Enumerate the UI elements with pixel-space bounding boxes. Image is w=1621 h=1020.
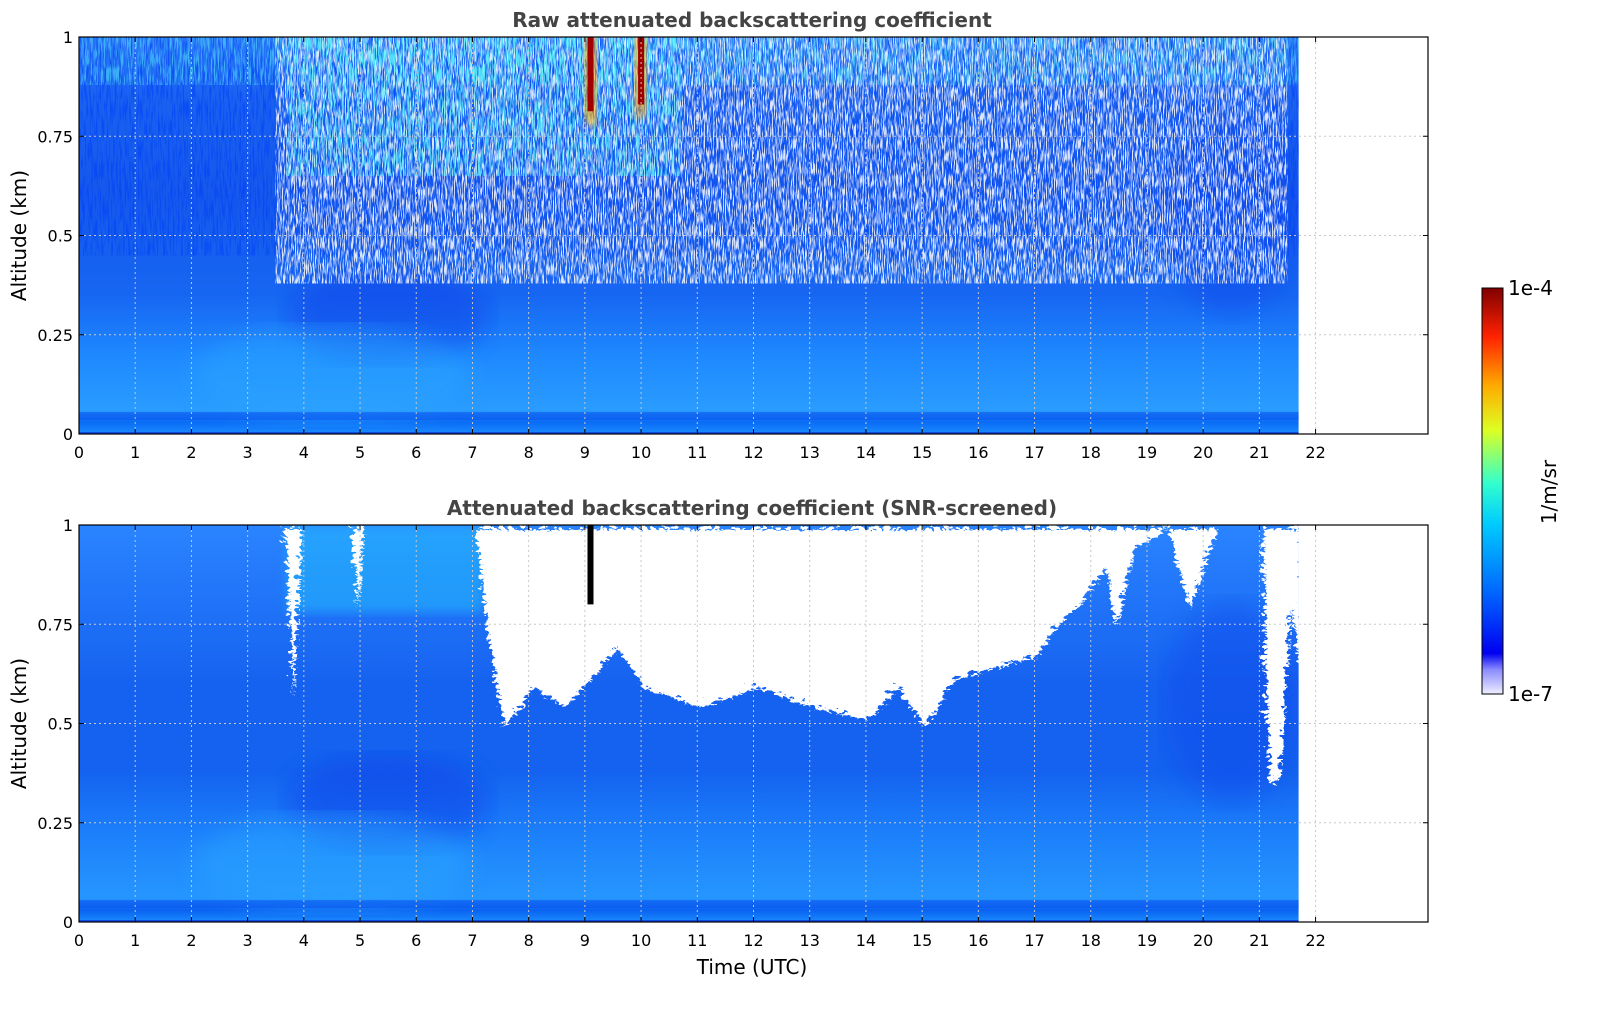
gridlines: [78, 524, 1428, 923]
x-tick-label: 0: [74, 443, 84, 462]
x-tick-label: 7: [467, 443, 477, 462]
x-tick-label: 2: [186, 443, 196, 462]
y-axis-label: Altitude (km): [7, 658, 31, 789]
x-tick-label: 3: [243, 931, 253, 950]
y-tick-label: 0.75: [37, 615, 73, 634]
x-tick-label: 6: [411, 931, 421, 950]
x-tick-label: 10: [631, 443, 651, 462]
x-tick-label: 15: [912, 443, 932, 462]
x-tick-label: 9: [580, 931, 590, 950]
x-tick-label: 4: [299, 931, 309, 950]
y-tick-label: 0: [63, 425, 73, 444]
y-tick-label: 0: [63, 913, 73, 932]
x-tick-label: 11: [687, 443, 707, 462]
x-axis-label: Time (UTC): [696, 955, 808, 979]
x-tick-label: 20: [1193, 931, 1213, 950]
x-tick-label: 0: [74, 931, 84, 950]
x-tick-label: 9: [580, 443, 590, 462]
colorbar-unit-label: 1/m/sr: [1537, 459, 1561, 524]
heatmap-light-layer: [191, 814, 473, 911]
x-tick-label: 19: [1137, 443, 1157, 462]
heatmap-field: [79, 37, 1299, 434]
y-tick-label: 0.25: [37, 326, 73, 345]
y-tick-label: 1: [63, 28, 73, 47]
colorbar: 1e-4 1e-7 1/m/sr: [1481, 276, 1561, 706]
colorbar-min-label: 1e-7: [1508, 682, 1553, 706]
x-tick-label: 16: [968, 931, 988, 950]
y-tick-label: 0.75: [37, 127, 73, 146]
x-tick-label: 22: [1305, 931, 1325, 950]
x-tick-label: 18: [1081, 931, 1101, 950]
chart-panel-2: 0 1 2 3 4 5 6 7 8 9 10 11 12 13 14 15 16 17 18 19 20 21 2200.2…: [7, 496, 1429, 979]
y-tick-label: 0.5: [48, 227, 73, 246]
x-tick-label: 19: [1137, 931, 1157, 950]
x-tick-label: 21: [1249, 931, 1269, 950]
x-tick-label: 13: [800, 443, 820, 462]
x-tick-label: 1: [130, 443, 140, 462]
x-tick-label: 11: [687, 931, 707, 950]
x-tick-label: 12: [743, 443, 763, 462]
x-tick-label: 8: [524, 443, 534, 462]
x-tick-label: 1: [130, 931, 140, 950]
x-tick-label: 3: [243, 443, 253, 462]
x-tick-label: 5: [355, 443, 365, 462]
heatmap-ground: [79, 920, 1299, 922]
y-tick-label: 0.25: [37, 814, 73, 833]
colorbar-max-label: 1e-4: [1508, 276, 1553, 300]
x-tick-label: 4: [299, 443, 309, 462]
heatmap-surface-band: [79, 900, 1299, 909]
x-tick-label: 18: [1081, 443, 1101, 462]
cyan-aloft: [286, 525, 484, 613]
x-tick-label: 22: [1305, 443, 1325, 462]
x-tick-label: 12: [743, 931, 763, 950]
colorbar-gradient: [1481, 287, 1504, 695]
x-tick-label: 15: [912, 931, 932, 950]
heatmap-surface-band: [79, 412, 1299, 421]
x-tick-label: 14: [856, 443, 876, 462]
x-tick-label: 17: [1024, 443, 1044, 462]
feature-core-saturated: [587, 525, 594, 605]
heatmap-field: [79, 525, 1299, 922]
x-tick-label: 6: [411, 443, 421, 462]
gridlines: [78, 36, 1428, 435]
heatmap-ground: [79, 432, 1299, 434]
chart-title: Attenuated backscattering coefficient (S…: [447, 496, 1057, 520]
x-tick-label: 7: [467, 931, 477, 950]
x-tick-label: 5: [355, 931, 365, 950]
x-tick-label: 16: [968, 443, 988, 462]
chart-title: Raw attenuated backscattering coefficien…: [512, 8, 992, 32]
heatmap-light-layer: [191, 326, 473, 423]
x-tick-label: 10: [631, 931, 651, 950]
y-tick-label: 1: [63, 516, 73, 535]
x-tick-label: 20: [1193, 443, 1213, 462]
x-tick-label: 21: [1249, 443, 1269, 462]
feature-core: [638, 37, 645, 105]
noise-cyan-top: [79, 37, 1299, 85]
x-tick-label: 17: [1024, 931, 1044, 950]
screened-out-region: [281, 525, 1299, 783]
x-tick-label: 8: [524, 931, 534, 950]
y-tick-label: 0.5: [48, 715, 73, 734]
chart-panel-1: 0 1 2 3 4 5 6 7 8 9 10 11 12 13 14 15 16 17 18 19 20 21 2200.2…: [7, 8, 1429, 462]
feature-core: [587, 37, 594, 112]
x-tick-label: 2: [186, 931, 196, 950]
x-tick-label: 13: [800, 931, 820, 950]
y-axis-label: Altitude (km): [7, 170, 31, 301]
x-tick-label: 14: [856, 931, 876, 950]
